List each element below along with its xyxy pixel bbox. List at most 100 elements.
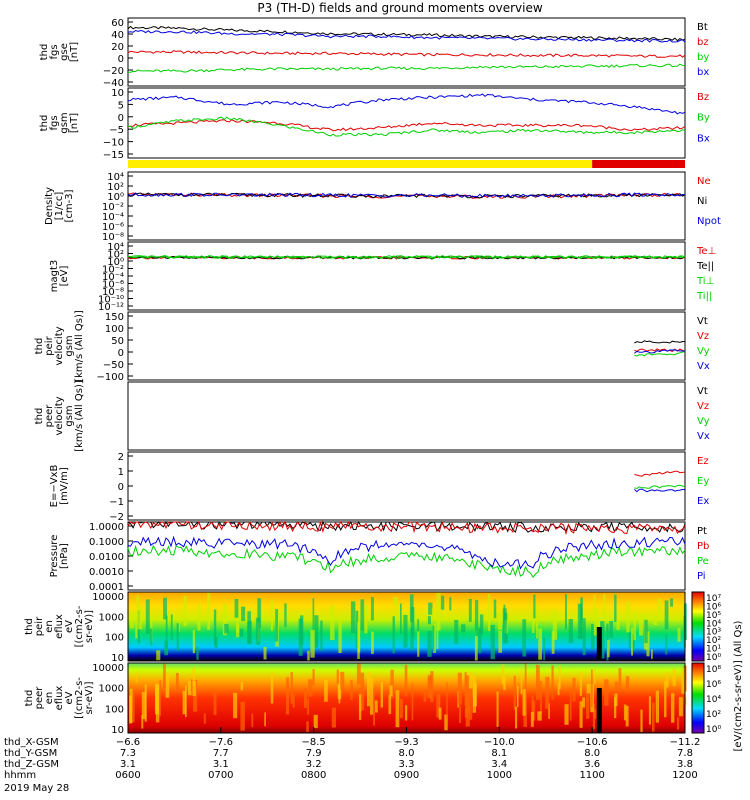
series-peir_vel-2 xyxy=(634,351,686,357)
spec-streak xyxy=(522,619,527,657)
ylabel-peer_spec-2: en xyxy=(44,692,55,705)
ylabel-peir_spec-6: sr-eV)] xyxy=(84,610,95,643)
series-efield-1 xyxy=(634,484,686,490)
spec-streak xyxy=(165,673,170,698)
spec-streak xyxy=(417,630,420,657)
spec-streak xyxy=(552,610,558,640)
ytick-peir_vel-0: 150 xyxy=(105,312,124,323)
spec-streak xyxy=(535,664,540,700)
ytick-fgs_gsm-1: 5 xyxy=(118,100,124,111)
spec-streak xyxy=(564,704,569,725)
ytick-density-0: 10⁴ xyxy=(107,172,124,183)
xaxis-val-0-0: −6.6 xyxy=(116,737,140,748)
spec-streak xyxy=(582,618,586,656)
spec-streak xyxy=(465,675,470,713)
ytick-fgs_gse-0: 60 xyxy=(111,18,124,29)
spec-streak xyxy=(292,693,295,708)
spec-streak xyxy=(163,663,166,689)
spec-streak xyxy=(156,650,161,661)
colorbar-tick: 10¹ xyxy=(706,645,721,655)
ylabel-peer_spec-5: [(cm2-s- xyxy=(74,677,85,719)
spec-streak xyxy=(380,682,384,708)
xaxis-val-2-4: 3.4 xyxy=(491,759,507,770)
spec-streak xyxy=(503,678,506,690)
colorbar-tick: 10⁶ xyxy=(706,602,721,612)
spec-streak xyxy=(548,703,550,719)
ytick-fgs_gsm-5: −15 xyxy=(103,150,124,161)
ytick-pressure-1: 0.1000 xyxy=(89,537,124,548)
ylabel-temperature-0: magt3 xyxy=(49,260,60,293)
spec-streak xyxy=(374,700,378,713)
spec-streak xyxy=(490,624,496,660)
series-pressure-1 xyxy=(127,520,686,536)
ylabel-efield-0: E=−VxB xyxy=(49,465,60,508)
spec-streak xyxy=(459,705,462,723)
spec-streak xyxy=(132,690,135,723)
spec-streak xyxy=(404,705,408,721)
ytick-pressure-2: 0.0100 xyxy=(89,552,124,563)
spec-streak xyxy=(438,707,442,720)
spec-streak xyxy=(468,598,472,622)
spec-streak xyxy=(285,677,290,715)
legend-temperature-2: Ti⊥ xyxy=(696,276,714,287)
spec-streak xyxy=(681,667,685,694)
legend-pressure-1: Pb xyxy=(697,541,709,552)
spec-streak xyxy=(496,691,499,727)
spec-streak xyxy=(479,614,484,635)
spec-streak xyxy=(648,696,651,725)
xaxis-val-2-5: 3.6 xyxy=(584,759,600,770)
spec-streak xyxy=(395,598,398,618)
colorbar-tick: 10⁸ xyxy=(706,665,721,675)
spec-streak xyxy=(141,715,144,729)
legend-density-0: Ne xyxy=(697,176,711,187)
spec-streak xyxy=(449,597,452,611)
spec-streak xyxy=(390,669,394,699)
spec-streak xyxy=(625,676,630,691)
spec-streak xyxy=(614,681,618,691)
spec-streak xyxy=(468,672,473,689)
legend-density-2: Npot xyxy=(697,216,721,227)
panel-frame xyxy=(127,87,686,159)
ylabel-pressure-0: Pressure xyxy=(49,535,60,578)
spec-streak xyxy=(493,599,497,619)
ylabel-peer_spec-6: sr-eV)] xyxy=(84,681,95,714)
spec-streak xyxy=(474,630,478,661)
xaxis-val-1-1: 7.7 xyxy=(213,748,229,759)
series-fgs_gse-0 xyxy=(127,25,686,42)
spec-streak xyxy=(395,690,400,728)
spec-streak xyxy=(436,694,440,718)
ylabel-peer_spec-1: peer xyxy=(34,686,45,710)
panel-frame xyxy=(127,591,686,662)
ytick-fgs_gsm-3: −5 xyxy=(109,125,124,136)
spec-streak xyxy=(644,619,648,644)
series-pressure-3 xyxy=(127,535,686,570)
ytick-temperature-2: 10⁰ xyxy=(107,257,124,268)
spec-streak xyxy=(303,687,308,708)
series-fgs_gsm-2 xyxy=(127,93,686,115)
spec-streak xyxy=(593,608,598,636)
ylabel-peer_vel-1: peer xyxy=(44,404,55,428)
panel-density: Density [1/cc] [cm-3] 10⁴10²10⁰10⁻²10⁻⁴10⁻⁶… xyxy=(44,171,721,243)
legend-peer_vel-3: Vx xyxy=(697,431,710,442)
ytick-efield-4: −2 xyxy=(109,512,124,523)
spec-streak xyxy=(446,682,448,720)
spec-streak xyxy=(366,671,370,707)
series-fgs_gse-3 xyxy=(127,29,686,43)
spec-streak xyxy=(604,679,609,706)
panel-frame xyxy=(127,241,686,311)
spec-streak xyxy=(538,628,543,660)
ylabel-fgs_gse-0: thd xyxy=(39,44,50,61)
xaxis-val-1-3: 8.0 xyxy=(399,748,415,759)
ylabel-pressure-1: [nPa] xyxy=(59,543,70,569)
colorbar-tick: 10⁰ xyxy=(706,653,721,663)
spec-streak xyxy=(464,672,467,706)
ytick-fgs_gsm-4: −10 xyxy=(103,138,124,149)
spec-streak xyxy=(400,603,402,634)
series-density-2 xyxy=(127,192,686,198)
legend-temperature-3: Ti|| xyxy=(696,291,712,302)
spec-streak xyxy=(240,682,244,691)
spec-streak xyxy=(501,664,505,685)
ylabel-peer_spec-4: eV xyxy=(64,691,75,704)
colorbar-tick: 10² xyxy=(706,636,721,646)
